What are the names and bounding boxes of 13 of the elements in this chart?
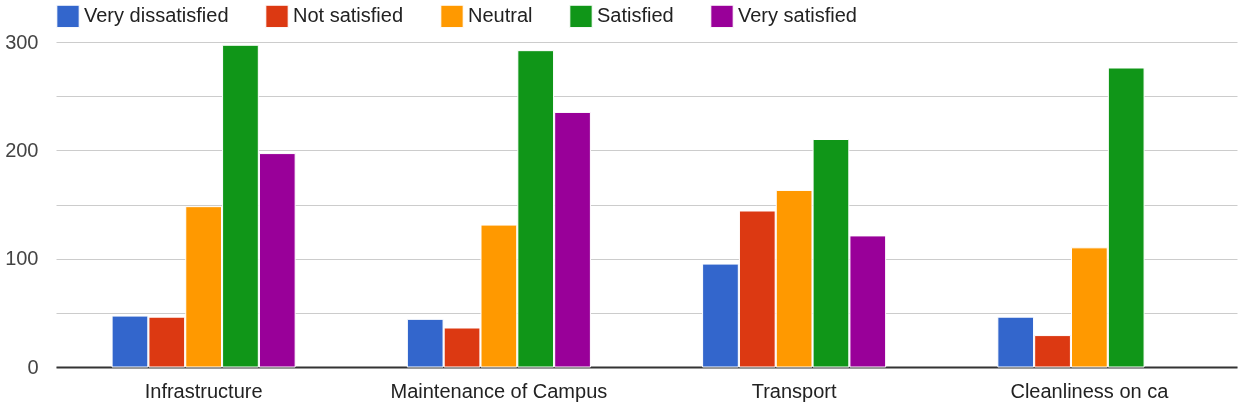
x-tick-label: Transport [751,379,837,402]
legend-label: Not satisfied [293,4,404,27]
y-tick-label: 0 [27,355,39,378]
x-tick-label: Infrastructure [144,379,263,402]
legend-label: Satisfied [597,4,674,27]
y-tick-label: 100 [5,247,39,270]
y-tick-label: 200 [5,138,39,161]
legend-label: Neutral [468,4,533,27]
x-tick-label: Maintenance of Campus [390,379,608,402]
legend-label: Very dissatisfied [84,4,229,27]
x-tick-label: Cleanliness on ca [1010,379,1170,402]
y-tick-label: 300 [5,30,39,53]
legend-label: Very satisfied [738,4,857,27]
